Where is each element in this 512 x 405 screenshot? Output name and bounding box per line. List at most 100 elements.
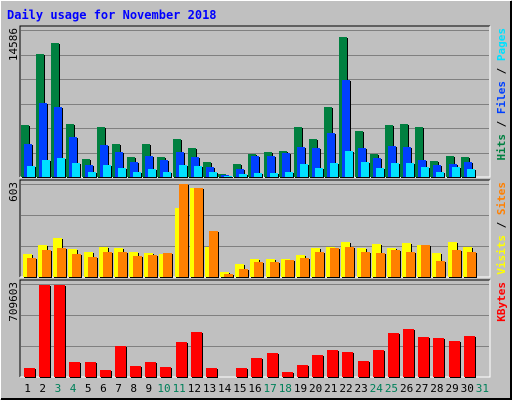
bar-sites-day-14 (224, 274, 233, 277)
bar-pages-day-17 (270, 173, 278, 177)
bar-pages-day-27 (421, 167, 429, 177)
bar-sites-day-27 (421, 245, 430, 277)
bar-files-day-1 (24, 144, 32, 177)
bar-files-day-25 (388, 146, 396, 177)
bar-pages-day-16 (254, 173, 262, 177)
bar-files-day-6 (100, 145, 108, 177)
bar-kbytes-day-5 (85, 362, 96, 377)
bar-kbytes-day-7 (115, 346, 126, 377)
day-label-20: 20 (309, 382, 322, 395)
bar-kbytes-day-4 (69, 362, 80, 377)
bar-sites-day-22 (345, 247, 354, 277)
legend-visits-sites: Visits / Sites (495, 182, 508, 275)
bar-pages-day-28 (436, 172, 444, 177)
day-label-10: 10 (157, 382, 170, 395)
day-label-21: 21 (324, 382, 337, 395)
legend-item-kbytes: KBytes (495, 282, 508, 322)
bar-sites-day-7 (118, 252, 127, 277)
bar-files-day-22 (342, 80, 350, 177)
bar-hits-day-27 (415, 127, 423, 177)
bar-kbytes-day-30 (464, 336, 475, 377)
bar-sites-day-3 (57, 248, 66, 277)
bar-files-day-5 (85, 165, 93, 177)
chart-title: Daily usage for November 2018 (7, 8, 217, 22)
bar-sites-day-28 (436, 261, 445, 277)
bar-files-day-10 (160, 160, 168, 177)
bar-kbytes-day-13 (206, 368, 217, 377)
bar-kbytes-day-20 (312, 355, 323, 377)
bar-pages-day-29 (452, 167, 460, 177)
day-label-17: 17 (264, 382, 277, 395)
bar-sites-day-16 (254, 262, 263, 277)
x-axis-day-labels: 1 2 3 4 5 6 7 8 9 10 11 12 13 14 15 16 17 18 19 20 21 22 23 24 2… (24, 382, 489, 395)
bar-files-day-8 (130, 162, 138, 177)
bar-files-day-9 (145, 156, 153, 177)
bar-pages-day-4 (72, 163, 80, 177)
bar-files-day-21 (327, 133, 335, 177)
bar-files-day-7 (115, 152, 123, 177)
bar-sites-day-19 (300, 258, 309, 277)
day-label-9: 9 (146, 382, 153, 395)
day-label-28: 28 (430, 382, 443, 395)
bar-sites-day-29 (452, 250, 461, 277)
day-label-22: 22 (339, 382, 352, 395)
legend-separator: / (495, 61, 508, 81)
bar-kbytes-day-18 (282, 372, 293, 377)
day-label-2: 2 (39, 382, 46, 395)
bar-files-day-20 (312, 148, 320, 177)
bar-kbytes-day-8 (130, 366, 141, 377)
bar-sites-day-15 (239, 269, 248, 277)
bar-pages-day-8 (133, 172, 141, 177)
bar-files-day-16 (251, 156, 259, 177)
bar-pages-day-10 (163, 172, 171, 177)
bar-kbytes-day-28 (433, 338, 444, 377)
legend-item-pages: Pages (495, 28, 508, 61)
day-label-5: 5 (85, 382, 92, 395)
bar-sites-day-8 (133, 256, 142, 277)
day-label-11: 11 (173, 382, 186, 395)
bar-sites-day-13 (209, 231, 218, 277)
bar-sites-day-6 (103, 252, 112, 277)
bar-files-day-19 (297, 147, 305, 177)
bar-pages-day-14 (224, 176, 232, 177)
bar-pages-day-21 (330, 163, 338, 177)
bar-files-day-11 (176, 152, 184, 177)
panel-border-dark (19, 25, 490, 177)
bar-pages-day-14-shadow (225, 177, 233, 178)
bar-sites-day-26 (406, 252, 415, 277)
y-max-label: 603 (7, 182, 20, 202)
bar-pages-day-26 (406, 163, 414, 177)
day-label-1: 1 (24, 382, 31, 395)
legend-item-hits: Hits (495, 134, 508, 161)
bar-kbytes-day-24 (373, 350, 384, 377)
bar-pages-day-13 (209, 172, 217, 177)
legend-item-visits: Visits (495, 235, 508, 275)
bar-pages-day-19 (300, 164, 308, 177)
bar-kbytes-day-2 (39, 285, 50, 377)
bar-pages-day-11 (179, 165, 187, 177)
bar-kbytes-day-1 (24, 368, 35, 377)
bar-pages-day-18 (285, 172, 293, 177)
legend-item-sites: Sites (495, 182, 508, 215)
bar-sites-day-20 (315, 252, 324, 277)
day-label-15: 15 (233, 382, 246, 395)
bar-files-day-3 (54, 107, 62, 177)
bar-pages-day-6 (103, 165, 111, 177)
bar-sites-day-18 (285, 260, 294, 277)
bar-sites-day-12 (194, 188, 203, 277)
panel-border-dark (19, 279, 490, 377)
bar-files-day-4 (69, 137, 77, 177)
bar-pages-day-23 (361, 162, 369, 177)
bar-kbytes-day-3 (54, 285, 65, 377)
bar-kbytes-day-16 (251, 358, 262, 377)
day-label-16: 16 (248, 382, 261, 395)
bar-pages-day-20 (315, 168, 323, 177)
bar-kbytes-day-26 (403, 329, 414, 377)
bar-sites-day-17 (270, 262, 279, 277)
bar-kbytes-day-10 (160, 367, 171, 377)
day-label-29: 29 (445, 382, 458, 395)
